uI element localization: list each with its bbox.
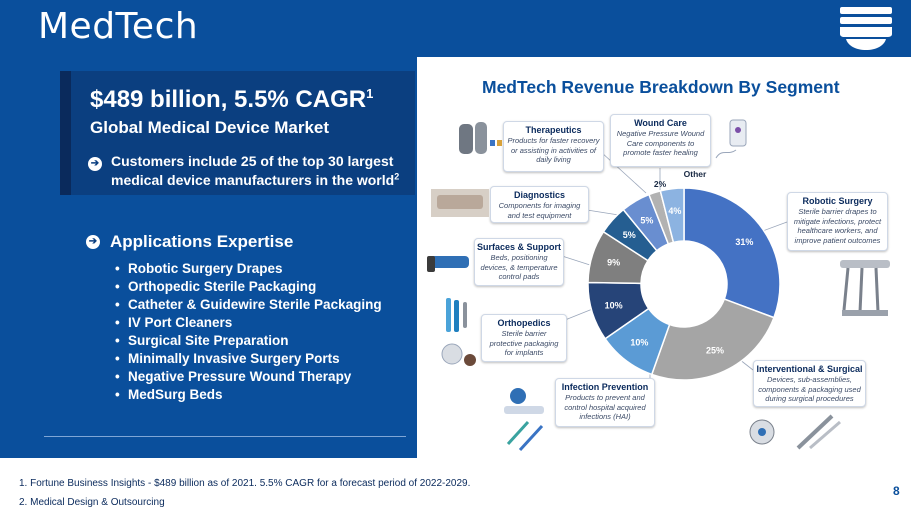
applications-section: ➔ Applications Expertise Robotic Surgery … <box>86 232 382 404</box>
callout-robotic-surgery: Robotic Surgery Sterile barrier drapes to… <box>787 192 888 251</box>
wound-care-product-image <box>715 119 747 159</box>
list-item: Minimally Invasive Surgery Ports <box>115 350 382 368</box>
callout-surfaces-support: Surfaces & Support Beds, positioning devi… <box>474 238 564 286</box>
list-item: Orthopedic Sterile Packaging <box>115 278 382 296</box>
applications-list: Robotic Surgery Drapes Orthopedic Steril… <box>98 260 382 404</box>
slice-robotic-surgery <box>683 187 781 319</box>
divider <box>44 436 406 437</box>
callout-therapeutics: Therapeutics Products for faster recovery… <box>503 121 604 172</box>
list-item: Catheter & Guidewire Sterile Packaging <box>115 296 382 314</box>
callout-orthopedics: Orthopedics Sterile barrier protective pa… <box>481 314 567 362</box>
slice-label-orthopedics: 10% <box>605 300 623 310</box>
footnote-2: 2. Medical Design & Outsourcing <box>19 497 165 508</box>
surfaces-support-product-image <box>427 256 469 272</box>
slice-label-interventional-surgical: 25% <box>706 346 724 356</box>
orthopedics-product-image <box>441 298 476 366</box>
list-item: Robotic Surgery Drapes <box>115 260 382 278</box>
list-item: Negative Pressure Wound Therapy <box>115 368 382 386</box>
slice-infection-prevention <box>604 307 671 376</box>
arrow-circle-icon: ➔ <box>88 157 102 171</box>
slice-label-robotic-surgery: 31% <box>735 237 753 247</box>
chart-label-wound-care: 2% <box>654 179 667 189</box>
chart-label-other: Other <box>684 169 707 179</box>
list-item: IV Port Cleaners <box>115 314 382 332</box>
applications-title: Applications Expertise <box>110 232 294 251</box>
therapeutics-product-image <box>459 122 502 154</box>
slice-surfaces-support <box>587 230 649 285</box>
slice-other <box>659 187 685 244</box>
slice-label-therapeutics: 5% <box>640 216 653 226</box>
slice-label-other: 4% <box>668 206 681 216</box>
slice-therapeutics <box>622 193 670 252</box>
list-item: Surgical Site Preparation <box>115 332 382 350</box>
callout-infection-prevention: Infection Prevention Products to prevent … <box>555 378 655 427</box>
interventional-surgical-product-image <box>749 414 841 450</box>
slice-label-diagnostics: 5% <box>623 230 636 240</box>
callout-diagnostics: Diagnostics Components for imaging and te… <box>490 186 589 223</box>
list-item: MedSurg Beds <box>115 386 382 404</box>
callout-wound-care: Wound Care Negative Pressure Wound Care c… <box>610 114 711 167</box>
page-number: 8 <box>893 484 900 498</box>
market-value: $489 billion, 5.5% CAGR1 <box>90 86 374 113</box>
header-bar <box>0 0 911 57</box>
footnote-1: 1. Fortune Business Insights - $489 bill… <box>19 478 471 489</box>
slice-diagnostics <box>602 208 658 262</box>
slice-label-infection-prevention: 10% <box>630 337 648 347</box>
page-title: MedTech <box>38 6 199 47</box>
callout-interventional-surgical: Interventional & Surgical Devices, sub-as… <box>753 360 866 407</box>
slice-wound-care <box>648 190 675 245</box>
market-subtitle: Global Medical Device Market <box>90 118 330 137</box>
market-highlight-box <box>60 71 415 195</box>
robotic-surgery-product-image <box>840 260 890 316</box>
slice-orthopedics <box>587 281 650 340</box>
company-logo <box>840 7 892 50</box>
diagnostics-product-image <box>431 189 489 217</box>
chart-title: MedTech Revenue Breakdown By Segment <box>482 77 840 97</box>
slice-label-surfaces-support: 9% <box>607 258 620 268</box>
customers-statement: ➔ Customers include 25 of the top 30 lar… <box>88 152 403 188</box>
arrow-circle-icon: ➔ <box>86 235 100 249</box>
infection-prevention-product-image <box>504 388 544 452</box>
